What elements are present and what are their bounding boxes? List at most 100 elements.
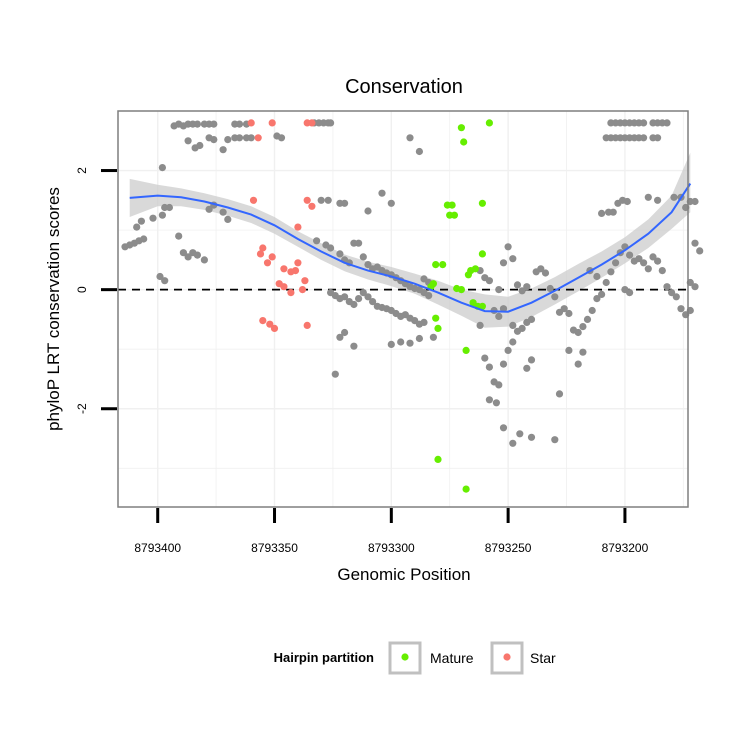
point-other xyxy=(691,283,699,291)
point-other xyxy=(593,295,601,303)
point-other xyxy=(658,267,666,275)
point-other xyxy=(654,196,662,204)
point-star xyxy=(247,119,255,127)
point-other xyxy=(369,298,377,306)
point-other xyxy=(341,328,349,337)
point-other xyxy=(485,363,493,371)
point-mature xyxy=(471,265,479,273)
y-tick-label: -2 xyxy=(75,403,89,414)
point-other xyxy=(499,305,508,313)
point-other xyxy=(485,396,493,404)
point-other xyxy=(640,134,648,142)
point-other xyxy=(560,305,568,313)
data-points xyxy=(121,119,704,493)
point-star xyxy=(263,259,272,267)
point-other xyxy=(623,197,631,206)
point-mature xyxy=(450,211,458,219)
point-other xyxy=(397,338,405,346)
point-other xyxy=(537,265,545,273)
point-star xyxy=(294,259,302,267)
plot-panel-border xyxy=(117,110,689,508)
point-star xyxy=(259,244,267,252)
point-other xyxy=(184,137,192,145)
point-star xyxy=(303,196,311,204)
point-other xyxy=(654,257,662,265)
point-other xyxy=(200,256,208,264)
point-other xyxy=(429,333,437,341)
legend: Hairpin partition Mature Star xyxy=(274,641,556,675)
y-tick-label: 2 xyxy=(75,167,89,174)
point-other xyxy=(495,286,503,294)
point-other xyxy=(355,239,363,247)
point-other xyxy=(492,399,500,407)
point-other xyxy=(324,196,332,204)
point-other xyxy=(583,315,592,323)
point-star xyxy=(256,250,265,258)
point-other xyxy=(224,136,232,144)
point-other xyxy=(387,199,395,207)
point-star xyxy=(259,317,267,325)
point-other xyxy=(350,300,358,309)
x-tick-label: 8793250 xyxy=(485,541,532,555)
point-other xyxy=(518,287,526,295)
point-other xyxy=(602,278,610,287)
point-other xyxy=(235,120,244,128)
point-other xyxy=(677,305,685,313)
point-other xyxy=(670,193,678,201)
point-other xyxy=(406,339,414,347)
point-other xyxy=(210,120,218,128)
point-other xyxy=(219,208,227,216)
point-other xyxy=(644,193,652,201)
point-other xyxy=(317,196,325,204)
point-other xyxy=(359,253,367,261)
point-other xyxy=(165,203,173,212)
point-other xyxy=(156,272,164,281)
point-star xyxy=(298,286,307,294)
point-other xyxy=(579,323,587,331)
point-other xyxy=(541,269,550,277)
point-mature xyxy=(460,138,468,146)
point-other xyxy=(565,309,573,318)
point-other xyxy=(495,312,503,320)
point-other xyxy=(672,293,680,301)
point-star xyxy=(249,196,258,204)
point-other xyxy=(579,348,587,356)
point-other xyxy=(527,315,536,323)
point-other xyxy=(205,205,213,213)
point-other xyxy=(355,295,363,303)
point-other xyxy=(588,306,596,315)
point-mature xyxy=(457,286,465,294)
point-other xyxy=(504,243,512,251)
point-other xyxy=(341,199,349,207)
point-other xyxy=(336,250,344,258)
y-tick-label: 0 xyxy=(75,286,89,293)
point-other xyxy=(331,370,339,378)
point-other xyxy=(495,381,503,389)
point-other xyxy=(327,244,335,252)
point-other xyxy=(415,334,423,343)
point-star xyxy=(308,202,316,210)
point-other xyxy=(327,119,335,127)
point-star xyxy=(270,324,279,332)
point-other xyxy=(516,430,524,438)
point-mature xyxy=(432,314,440,322)
point-other xyxy=(364,207,372,215)
point-other xyxy=(359,289,367,297)
point-star xyxy=(291,267,300,275)
legend-dot-mature xyxy=(401,653,409,661)
point-other xyxy=(691,239,699,247)
point-star xyxy=(254,134,262,142)
point-other xyxy=(523,364,531,372)
point-other xyxy=(420,318,428,326)
point-other xyxy=(546,284,554,293)
point-other xyxy=(161,277,169,285)
point-other xyxy=(210,136,218,144)
point-other xyxy=(158,164,166,172)
point-other xyxy=(640,119,648,127)
point-other xyxy=(574,360,582,368)
point-other xyxy=(387,340,395,348)
point-other xyxy=(696,247,704,255)
point-other xyxy=(476,321,484,329)
point-star xyxy=(301,277,309,285)
